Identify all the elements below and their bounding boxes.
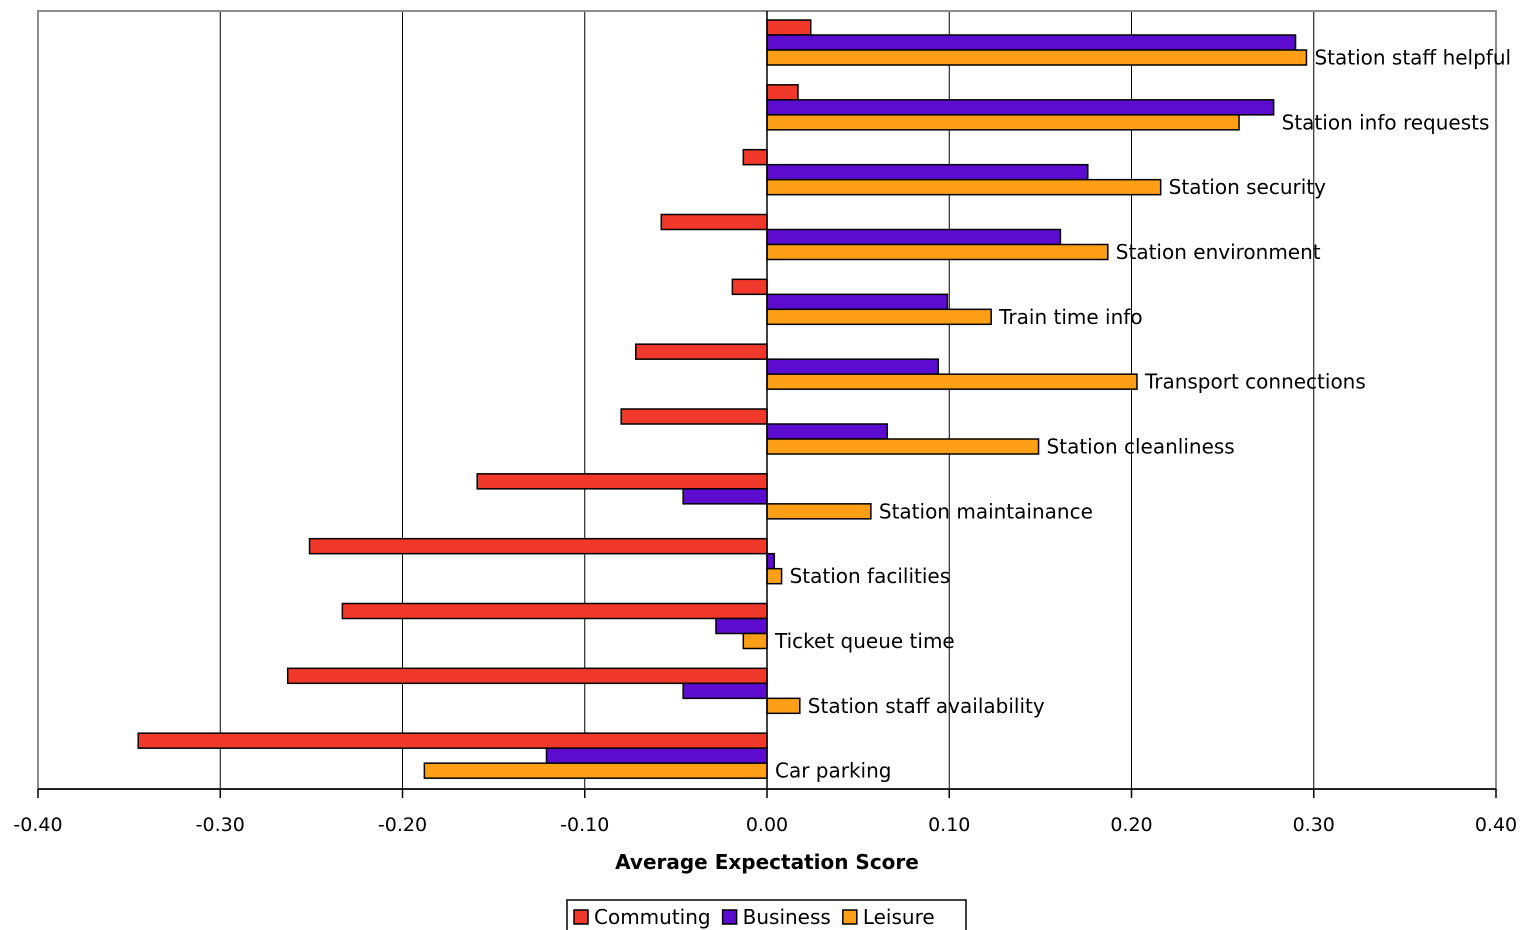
bar-commuting: [476, 473, 768, 490]
x-tick-label: -0.10: [560, 814, 609, 836]
bar-commuting: [341, 602, 768, 620]
bar-commuting: [620, 408, 768, 425]
legend-swatch-business: [721, 909, 738, 925]
bar-business: [682, 682, 768, 700]
legend-box: [566, 899, 967, 930]
category-label: Station facilities: [790, 564, 951, 588]
category-label: Train time info: [998, 305, 1142, 329]
bar-business: [715, 617, 768, 635]
x-tick-label: 0.10: [928, 814, 970, 836]
x-axis-label: Average Expectation Score: [615, 850, 919, 874]
bar-business: [766, 358, 940, 375]
x-tick-label: 0.00: [746, 814, 788, 836]
x-tick-label: -0.30: [196, 814, 245, 836]
bar-business: [682, 488, 768, 505]
x-tick-label: -0.40: [13, 814, 62, 836]
category-label: Station security: [1169, 175, 1326, 199]
category-labels: Station staff helpful Station info reques…: [774, 46, 1511, 783]
bar-business: [545, 747, 768, 764]
bar-business: [766, 228, 1062, 246]
category-label: Ticket queue time: [774, 629, 955, 653]
category-label: Car parking: [775, 759, 891, 783]
legend-label: Leisure: [863, 905, 935, 929]
bar-leisure: [766, 49, 1308, 66]
bar-leisure: [766, 308, 992, 326]
bars: [137, 19, 1308, 779]
bar-commuting: [766, 19, 812, 36]
bar-leisure: [766, 178, 1162, 196]
bar-leisure: [766, 114, 1240, 131]
bar-leisure: [766, 243, 1109, 261]
bar-commuting: [308, 537, 768, 555]
category-label: Station maintainance: [879, 499, 1093, 523]
bar-business: [766, 552, 776, 570]
bar-leisure: [423, 762, 768, 779]
category-label: Station info requests: [1282, 110, 1490, 134]
bar-business: [766, 293, 949, 311]
bar-commuting: [137, 732, 768, 749]
bar-commuting: [286, 667, 768, 685]
bar-commuting: [635, 343, 768, 360]
bar-leisure: [766, 503, 872, 520]
bar-commuting: [660, 213, 768, 231]
x-tick-label: -0.20: [378, 814, 427, 836]
bar-leisure: [766, 697, 801, 715]
bar-commuting: [742, 148, 768, 166]
legend-label: Business: [743, 905, 831, 929]
x-axis-ticks: -0.40 -0.30 -0.20 -0.10 0.00 0.10 0.20 0.30 0.40: [13, 789, 1517, 836]
legend-swatch-leisure: [842, 909, 858, 925]
category-label: Station cleanliness: [1047, 435, 1235, 459]
legend-label: Commuting: [594, 905, 711, 929]
bar-leisure: [742, 632, 768, 650]
bar-business: [766, 163, 1089, 181]
x-tick-label: 0.20: [1110, 814, 1152, 836]
category-label: Station environment: [1116, 240, 1321, 264]
bar-leisure: [766, 373, 1138, 390]
bar-leisure: [766, 567, 783, 585]
x-tick-label: 0.40: [1475, 814, 1517, 836]
legend: Commuting Business Leisure: [566, 899, 967, 930]
legend-swatch-commuting: [573, 909, 589, 925]
bar-business: [766, 99, 1275, 116]
category-label: Station staff availability: [808, 694, 1045, 718]
category-label: Transport connections: [1144, 370, 1366, 394]
bar-business: [766, 423, 889, 440]
category-label: Station staff helpful: [1314, 46, 1511, 70]
bar-commuting: [766, 84, 799, 101]
bar-leisure: [766, 438, 1040, 455]
bar-business: [766, 34, 1297, 51]
x-tick-label: 0.30: [1293, 814, 1335, 836]
bar-commuting: [731, 278, 768, 296]
